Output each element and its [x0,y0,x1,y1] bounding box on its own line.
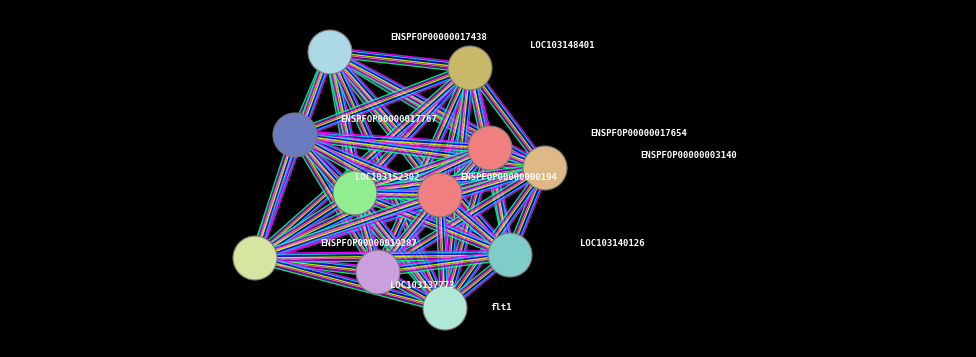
Text: LOC103140126: LOC103140126 [580,240,644,248]
Circle shape [468,126,512,170]
Text: LOC103148401: LOC103148401 [530,40,594,50]
Text: flt1: flt1 [490,303,511,312]
Circle shape [448,46,492,90]
Circle shape [423,286,467,330]
Circle shape [488,233,532,277]
Text: ENSPFOP00000017438: ENSPFOP00000017438 [390,34,487,42]
Circle shape [333,171,377,215]
Text: ENSPFOP00000017767: ENSPFOP00000017767 [340,116,436,125]
Circle shape [418,173,462,217]
Circle shape [308,30,352,74]
Text: ENSPFOP00000019287: ENSPFOP00000019287 [320,240,417,248]
Circle shape [233,236,277,280]
Text: ENSPFOP00000003140: ENSPFOP00000003140 [640,151,737,160]
Circle shape [273,113,317,157]
Circle shape [356,250,400,294]
Circle shape [523,146,567,190]
Text: ENSPFOP00000017654: ENSPFOP00000017654 [590,129,687,137]
Text: ENSPFOP00000000194: ENSPFOP00000000194 [460,174,556,182]
Text: LOC103152302: LOC103152302 [355,174,420,182]
Text: LOC103137773: LOC103137773 [390,281,455,290]
